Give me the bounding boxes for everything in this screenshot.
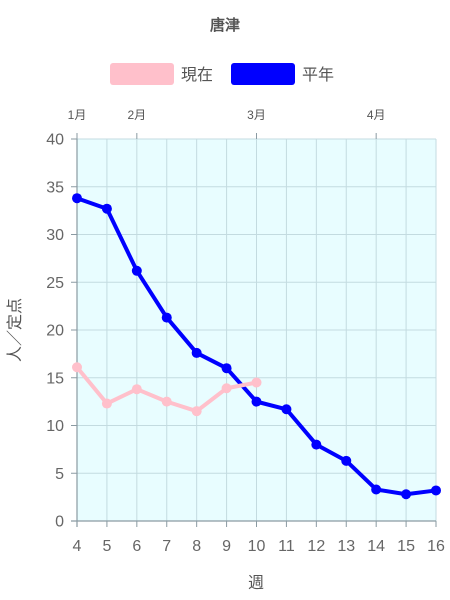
x-tick-label: 8 xyxy=(192,538,201,555)
legend-label-normal: 平年 xyxy=(302,66,334,84)
x-tick-label: 15 xyxy=(397,538,415,555)
data-point[interactable] xyxy=(101,398,112,409)
legend-swatch-normal xyxy=(231,63,295,85)
x-tick-label: 6 xyxy=(132,538,141,555)
x-tick-label: 13 xyxy=(337,538,355,555)
x-tick-label: 9 xyxy=(222,538,231,555)
x-tick-label: 11 xyxy=(278,538,295,555)
x-tick-label: 5 xyxy=(102,538,111,555)
legend-item-normal[interactable]: 平年 xyxy=(231,63,334,85)
y-tick-label: 40 xyxy=(46,132,64,149)
y-tick-label: 35 xyxy=(46,179,64,196)
data-point[interactable] xyxy=(251,396,262,407)
data-point[interactable] xyxy=(371,484,382,495)
data-point[interactable] xyxy=(161,396,172,407)
axes xyxy=(71,138,437,527)
x-tick-label: 16 xyxy=(427,538,445,555)
y-tick-label: 30 xyxy=(46,227,64,244)
y-tick-label: 0 xyxy=(55,514,64,531)
y-axis-title: 人／定点 xyxy=(6,298,24,362)
y-tick-label: 10 xyxy=(46,418,64,435)
legend-swatch-current xyxy=(110,63,174,85)
month-label: 2月 xyxy=(127,108,146,122)
x-tick-label: 12 xyxy=(307,538,325,555)
x-axis-title: 週 xyxy=(248,574,264,592)
x-axis-ticks: 4 5 6 7 8 9 10 11 12 13 14 15 16 xyxy=(73,538,445,555)
data-point[interactable] xyxy=(131,384,142,395)
series-normal xyxy=(72,193,441,500)
x-tick-label: 7 xyxy=(162,538,171,555)
y-tick-label: 5 xyxy=(55,466,64,483)
x-tick-label: 4 xyxy=(73,538,82,555)
data-point[interactable] xyxy=(191,347,202,358)
y-tick-label: 15 xyxy=(46,370,64,387)
legend-item-current[interactable]: 現在 xyxy=(110,63,213,85)
month-label: 1月 xyxy=(68,108,87,122)
y-axis-ticks: 0 5 10 15 20 25 30 35 40 xyxy=(46,132,64,531)
data-point[interactable] xyxy=(431,485,441,496)
data-point[interactable] xyxy=(72,362,82,373)
data-point[interactable] xyxy=(131,265,142,276)
data-point[interactable] xyxy=(221,383,232,394)
data-point[interactable] xyxy=(251,377,262,388)
data-point[interactable] xyxy=(161,312,172,323)
month-labels: 1月 2月 3月 4月 xyxy=(68,108,386,139)
data-point[interactable] xyxy=(341,455,352,466)
y-tick-label: 20 xyxy=(46,323,64,340)
month-label: 4月 xyxy=(367,108,386,122)
series-current xyxy=(72,362,262,417)
series-lines xyxy=(72,193,441,500)
y-tick-label: 25 xyxy=(46,275,64,292)
data-point[interactable] xyxy=(401,489,412,500)
x-tick-label: 14 xyxy=(367,538,385,555)
legend: 現在 平年 xyxy=(110,63,334,85)
data-point[interactable] xyxy=(191,406,202,417)
data-point[interactable] xyxy=(311,439,322,450)
data-point[interactable] xyxy=(281,404,292,415)
x-tick-label: 10 xyxy=(248,538,266,555)
chart-title: 唐津 xyxy=(210,16,240,34)
data-point[interactable] xyxy=(221,363,232,374)
legend-label-current: 現在 xyxy=(181,66,213,84)
data-point[interactable] xyxy=(101,203,112,214)
data-point[interactable] xyxy=(72,193,82,204)
month-label: 3月 xyxy=(247,108,266,122)
